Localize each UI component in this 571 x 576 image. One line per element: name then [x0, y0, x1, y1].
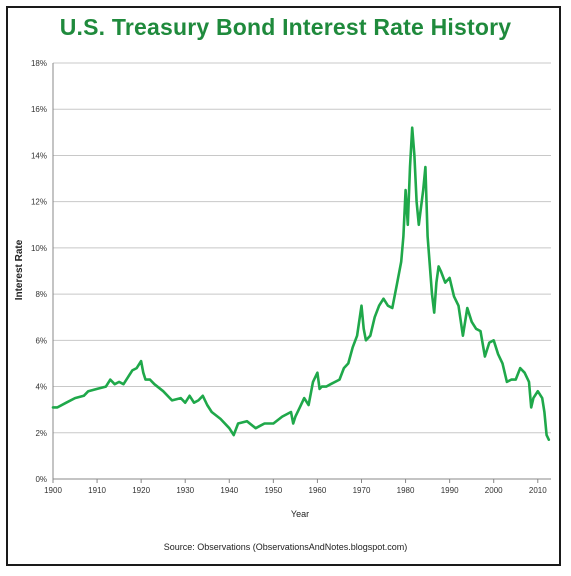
source-note: Source: Observations (ObservationsAndNot…	[163, 542, 408, 552]
axes	[52, 63, 551, 483]
x-tick-label: 1920	[132, 486, 150, 495]
chart-frame	[6, 6, 561, 566]
x-tick-label: 1960	[309, 486, 327, 495]
x-tick-label: 1950	[264, 486, 282, 495]
series-line	[51, 126, 551, 441]
x-tick-label: 1940	[220, 486, 238, 495]
x-tick-label: 1980	[397, 486, 415, 495]
x-tick-label: 2000	[485, 486, 503, 495]
y-tick-label: 0%	[35, 475, 47, 484]
x-tick-label: 2010	[529, 486, 547, 495]
x-axis-label: Year	[291, 509, 309, 519]
y-tick-label: 16%	[31, 105, 47, 114]
x-tick-label: 1910	[88, 486, 106, 495]
x-tick-label: 1930	[176, 486, 194, 495]
y-axis-label: Interest Rate	[14, 239, 25, 300]
y-tick-label: 6%	[35, 336, 47, 345]
chart-title: U.S. Treasury Bond Interest Rate History	[59, 14, 512, 40]
y-tick-label: 18%	[31, 59, 47, 68]
y-tick-label: 4%	[35, 383, 47, 392]
y-tick-label: 10%	[31, 244, 47, 253]
y-tick-label: 14%	[31, 151, 47, 160]
grid	[53, 62, 551, 434]
x-tick-label: 1990	[441, 486, 459, 495]
y-tick-label: 8%	[35, 290, 47, 299]
y-tick-labels: 0% 2% 4% 6% 8% 10% 12% 14% 16% 18%	[31, 59, 47, 484]
x-tick-label: 1900	[44, 486, 62, 495]
y-tick-label: 2%	[35, 429, 47, 438]
x-tick-label: 1970	[353, 486, 371, 495]
y-tick-label: 12%	[31, 198, 47, 207]
x-tick-labels: 1900 1910 1920 1930 1940 1950 1960 1970 1980 1990…	[44, 486, 547, 495]
